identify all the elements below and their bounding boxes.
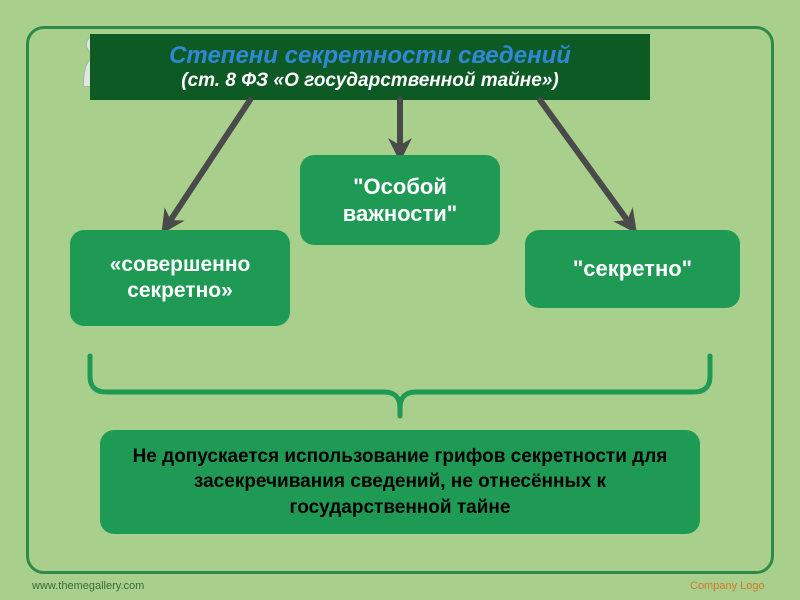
- node-top-center: "Особой важности": [300, 155, 500, 245]
- header-box: Степени секретности сведений (ст. 8 ФЗ «…: [90, 34, 650, 100]
- node-right-label: "секретно": [573, 255, 692, 283]
- footer-left: www.themegallery.com: [32, 580, 144, 592]
- node-top-label: "Особой важности": [310, 173, 490, 228]
- node-left-label: «совершенно секретно»: [80, 252, 280, 305]
- bottom-label: Не допускается использование грифов секр…: [118, 444, 682, 521]
- node-left: «совершенно секретно»: [70, 230, 290, 326]
- header-title: Степени секретности сведений: [100, 42, 640, 70]
- header-subtitle: (ст. 8 ФЗ «О государственной тайне»): [100, 70, 640, 92]
- slide-root: Степени секретности сведений (ст. 8 ФЗ «…: [0, 0, 800, 600]
- node-right: "секретно": [525, 230, 740, 308]
- footer-right: Company Logo: [690, 580, 765, 592]
- bottom-box: Не допускается использование грифов секр…: [100, 430, 700, 534]
